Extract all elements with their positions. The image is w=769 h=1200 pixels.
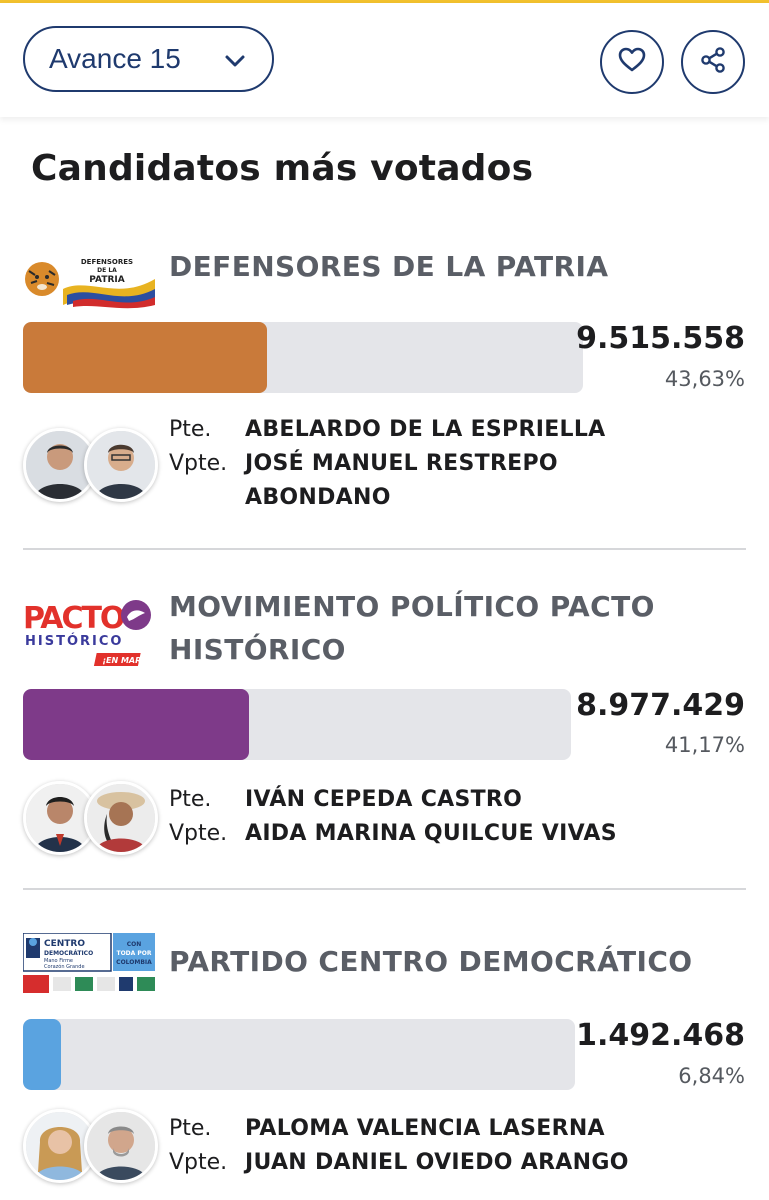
vice-president-name-line: ABONDANO [245,485,391,510]
role-vice-president: Vpte. [169,821,228,846]
vote-count: 8.977.429 [576,688,745,723]
president-name: ABELARDO DE LA ESPRIELLA [245,417,606,442]
party-name: PARTIDO CENTRO DEMOCRÁTICO [169,945,693,978]
candidate-names: PALOMA VALENCIA LASERNA JUAN DANIEL OVIE… [245,1112,629,1180]
vote-bar-track [23,689,571,760]
party-name: MOVIMIENTO POLÍTICO PACTO HISTÓRICO [169,590,655,666]
role-president: Pte. [169,1116,212,1141]
avatar-vice-president [84,1109,158,1183]
logo-text-line: PATRIA [89,275,124,285]
top-accent-line [0,0,769,3]
party-logo-centro-democratico: CENTRO DEMOCRÁTICO Mano Firme Corazón Gr… [23,933,155,995]
vote-bar-track [23,322,583,393]
candidate-names: IVÁN CEPEDA CASTRO AIDA MARINA QUILCUE V… [245,783,617,851]
vice-president-name-line: JUAN DANIEL OVIEDO ARANGO [245,1150,629,1175]
vote-percent: 41,17% [664,733,745,757]
role-president: Pte. [169,417,212,442]
logo-text-line: DE LA [97,267,117,274]
vice-president-name-line: JOSÉ MANUEL RESTREPO [245,451,558,476]
candidate-photos [23,1109,158,1183]
logo-text-line: HISTÓRICO [25,633,123,649]
candidate-photos [23,781,158,855]
party-name: DEFENSORES DE LA PATRIA [169,250,609,283]
avatar-vice-president [84,781,158,855]
logo-text-line: COLOMBIA [116,959,152,966]
vote-count: 1.492.468 [576,1018,745,1053]
top-bar: Avance 15 [0,3,769,117]
candidate-names: ABELARDO DE LA ESPRIELLA JOSÉ MANUEL RES… [245,413,606,515]
logo-text-line: DEFENSORES [81,258,133,266]
vote-percent: 43,63% [664,367,745,391]
section-title: Candidatos más votados [31,148,534,189]
vice-president-name-line: AIDA MARINA QUILCUE VIVAS [245,821,617,846]
president-name: IVÁN CEPEDA CASTRO [245,787,523,812]
role-labels: Pte. Vpte. [169,413,227,481]
role-vice-president: Vpte. [169,451,228,476]
avatar-vice-president [84,428,158,502]
logo-text-line: DEMOCRÁTICO [44,950,93,957]
logo-text-line: Mano Firme [44,958,73,964]
logo-text-line: Corazón Grande [44,963,85,970]
share-button[interactable] [681,30,745,94]
favorite-button[interactable] [600,30,664,94]
vote-count: 9.515.558 [576,321,745,356]
avatar-president [23,1109,97,1183]
role-president: Pte. [169,787,212,812]
logo-text-line: PACTO [23,601,124,636]
vote-bar-fill [23,1019,61,1090]
party-logo-pacto-historico: PACTO HISTÓRICO ¡EN MARCHA! [23,595,155,673]
heart-icon [618,47,646,77]
party-logo-defensores: DEFENSORES DE LA PATRIA [23,249,155,311]
chevron-down-icon [224,43,246,75]
role-vice-president: Vpte. [169,1150,228,1175]
vote-bar-fill [23,322,268,393]
share-icon [699,46,727,78]
vote-percent: 6,84% [678,1064,745,1088]
logo-text-line: ¡EN MARCHA! [102,656,155,665]
divider [23,888,746,890]
role-labels: Pte. Vpte. [169,783,227,851]
candidate-photos [23,428,158,502]
report-selector-dropdown[interactable]: Avance 15 [23,26,274,92]
logo-text-line: CENTRO [44,939,85,949]
logo-text-line: TODA POR [116,950,151,957]
role-labels: Pte. Vpte. [169,1112,227,1180]
vote-bar-track [23,1019,575,1090]
president-name: PALOMA VALENCIA LASERNA [245,1116,605,1141]
vote-bar-fill [23,689,249,760]
dropdown-label: Avance 15 [49,43,181,74]
logo-text-line: CON [127,941,142,948]
divider [23,548,746,550]
